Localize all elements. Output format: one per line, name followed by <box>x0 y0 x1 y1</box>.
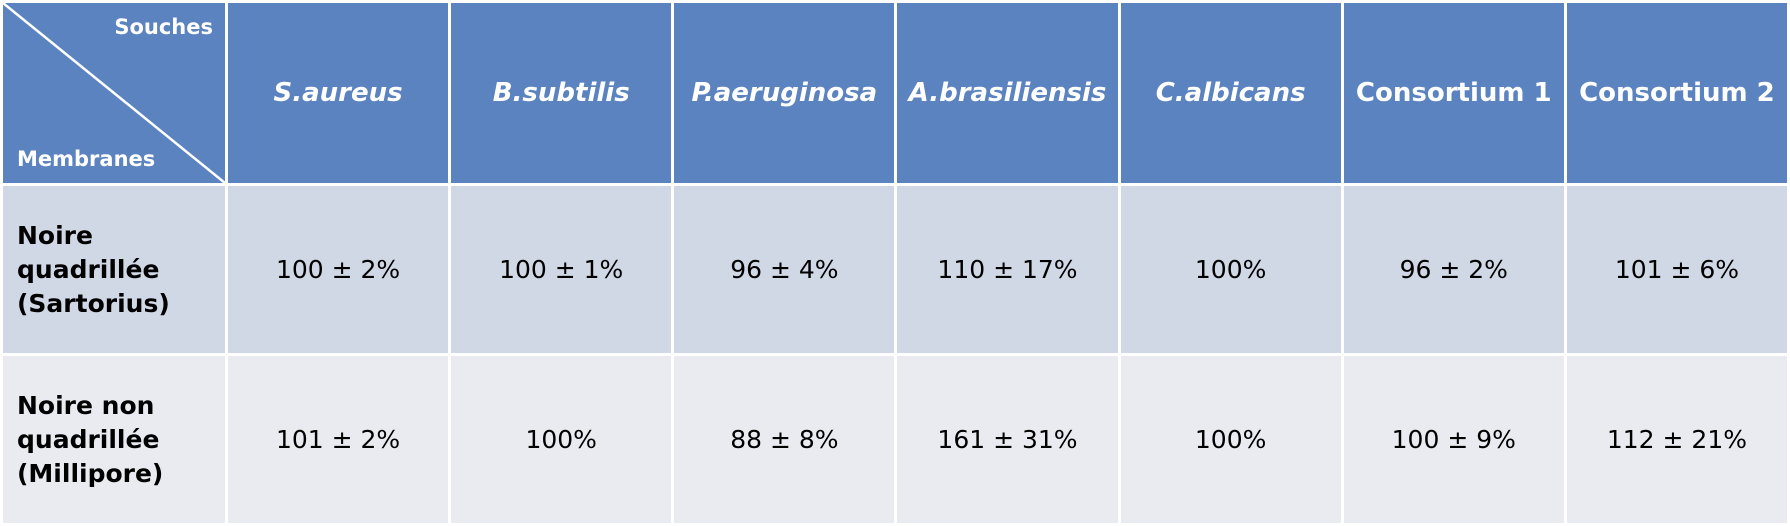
row-axis-label: Membranes <box>17 147 156 171</box>
cell: 110 ± 17% <box>894 183 1121 356</box>
row-header: Noire quadrillée (Sartorius) <box>0 183 228 356</box>
column-header: S.aureus <box>224 0 452 186</box>
corner-diagonal <box>3 3 225 183</box>
cell: 100% <box>448 353 675 526</box>
column-header: C.albicans <box>1117 0 1344 186</box>
column-header: A.brasiliensis <box>894 0 1121 186</box>
cell: 101 ± 6% <box>1563 183 1790 356</box>
table-row: Noire quadrillée (Sartorius) 100 ± 2% 100 … <box>0 183 1790 356</box>
cell: 100% <box>1117 183 1344 356</box>
column-header: B.subtilis <box>448 0 675 186</box>
cell: 100% <box>1117 353 1344 526</box>
cell: 88 ± 8% <box>671 353 898 526</box>
cell: 161 ± 31% <box>894 353 1121 526</box>
corner-cell: Souches Membranes <box>0 0 228 186</box>
cell: 96 ± 4% <box>671 183 898 356</box>
cell: 96 ± 2% <box>1340 183 1567 356</box>
column-axis-label: Souches <box>114 15 213 39</box>
cell: 112 ± 21% <box>1563 353 1790 526</box>
table-body: Noire quadrillée (Sartorius) 100 ± 2% 100 … <box>0 183 1790 526</box>
table-header: Souches Membranes S.aureus B.subtilis P.ae… <box>0 0 1790 186</box>
cell: 100 ± 2% <box>224 183 452 356</box>
cell: 100 ± 1% <box>448 183 675 356</box>
column-header: Consortium 1 <box>1340 0 1567 186</box>
column-header: P.aeruginosa <box>671 0 898 186</box>
table-row: Noire non quadrillée (Millipore) 101 ± 2%… <box>0 353 1790 526</box>
row-header: Noire non quadrillée (Millipore) <box>0 353 228 526</box>
header-row: Souches Membranes S.aureus B.subtilis P.ae… <box>0 0 1790 186</box>
column-header: Consortium 2 <box>1563 0 1790 186</box>
cell: 101 ± 2% <box>224 353 452 526</box>
cell: 100 ± 9% <box>1340 353 1567 526</box>
